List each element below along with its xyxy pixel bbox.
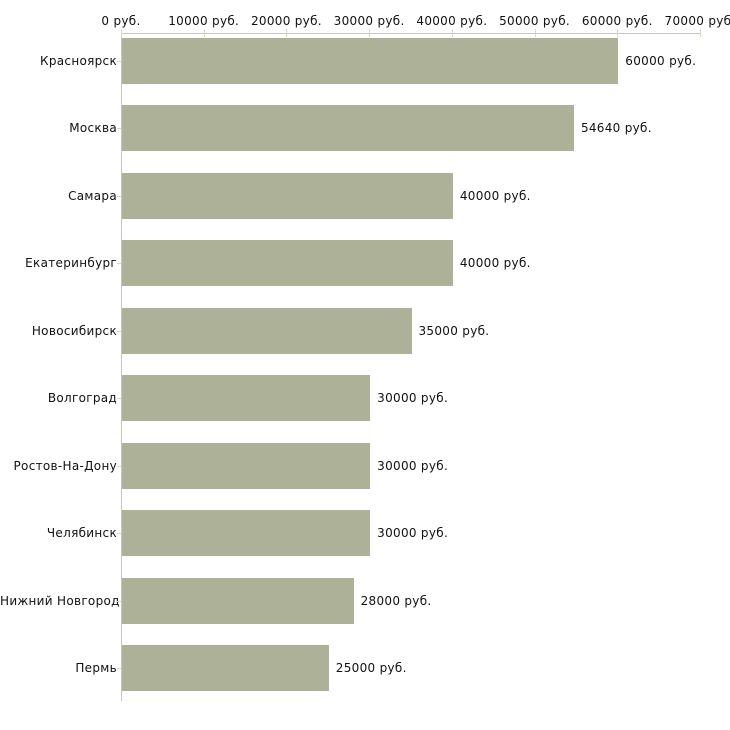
value-label: 28000 руб.	[360, 593, 432, 608]
x-tick-mark	[286, 29, 288, 37]
x-tick-mark	[121, 29, 122, 37]
bar	[122, 38, 619, 84]
value-label: 60000 руб.	[625, 54, 697, 68]
bar	[122, 375, 371, 422]
x-tick-label: 60000 руб.	[581, 14, 653, 28]
x-tick-mark	[700, 29, 701, 37]
y-tick-mark	[117, 263, 121, 265]
y-tick-mark	[117, 330, 121, 332]
x-tick-label: 40000 руб.	[416, 14, 488, 28]
category-label: Новосибирск	[31, 323, 117, 338]
value-label: 54640 руб.	[580, 121, 652, 136]
y-tick-mark	[117, 61, 121, 62]
y-tick-mark	[117, 533, 121, 535]
value-label: 35000 руб.	[418, 323, 490, 338]
category-label: Ростов-На-Дону	[13, 458, 117, 473]
y-tick-mark	[117, 465, 121, 467]
x-tick-label: 50000 руб.	[499, 14, 571, 28]
y-tick-mark	[117, 195, 121, 197]
bar	[122, 240, 453, 287]
y-tick-mark	[117, 600, 121, 602]
y-tick-mark	[117, 398, 121, 400]
x-tick-label: 70000 руб.	[664, 14, 730, 28]
bar	[122, 510, 371, 557]
bar	[122, 172, 453, 219]
x-tick-mark	[203, 29, 205, 37]
category-label: Москва	[69, 121, 117, 136]
value-label: 30000 руб.	[377, 458, 449, 473]
category-label: Челябинск	[46, 526, 117, 541]
category-label: Самара	[68, 188, 117, 203]
category-label: Нижний Новгород	[0, 593, 120, 608]
category-label: Пермь	[75, 660, 117, 675]
x-tick-mark	[534, 29, 536, 37]
y-tick-mark	[117, 128, 121, 130]
value-label: 40000 руб.	[459, 188, 531, 203]
x-tick-label: 10000 руб.	[168, 14, 240, 28]
x-tick-label: 30000 руб.	[333, 14, 405, 28]
bar	[122, 442, 371, 489]
value-label: 30000 руб.	[377, 526, 449, 541]
x-tick-mark	[451, 29, 453, 37]
value-label: 40000 руб.	[459, 256, 531, 271]
value-label: 30000 руб.	[377, 391, 449, 406]
bar	[122, 644, 329, 691]
category-label: Красноярск	[40, 54, 117, 68]
x-tick-label: 20000 руб.	[250, 14, 322, 28]
x-tick-mark	[617, 29, 619, 37]
y-axis-line	[121, 33, 122, 701]
bar	[122, 307, 412, 354]
value-label: 25000 руб.	[335, 660, 407, 675]
x-axis-line	[121, 33, 701, 34]
x-tick-label: 0 руб.	[101, 14, 141, 28]
y-tick-mark	[117, 667, 121, 669]
bar	[122, 105, 574, 152]
category-label: Екатеринбург	[25, 256, 117, 271]
category-label: Волгоград	[47, 391, 117, 406]
bar	[122, 577, 354, 624]
x-tick-mark	[369, 29, 371, 37]
